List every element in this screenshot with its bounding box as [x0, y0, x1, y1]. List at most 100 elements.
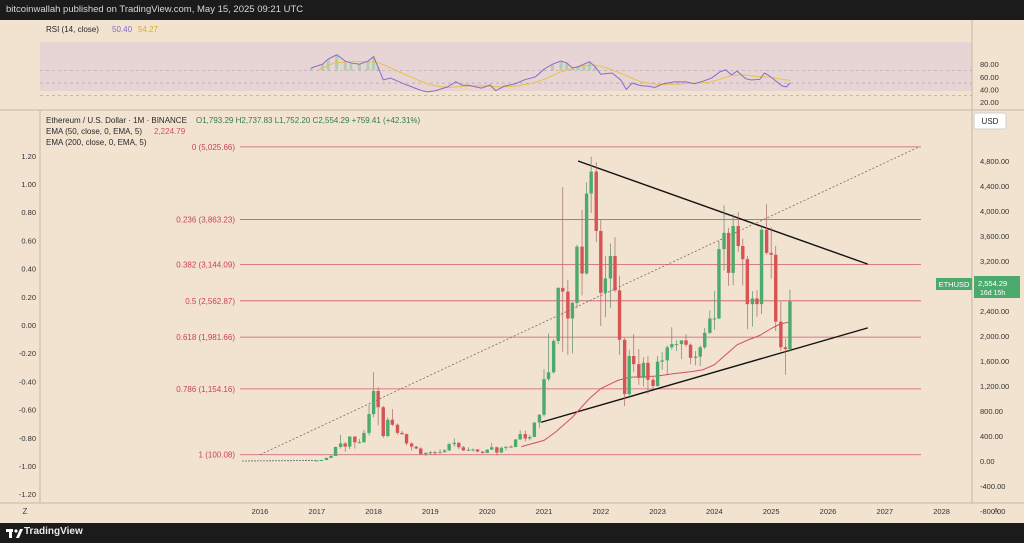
- candle-body-28: [447, 444, 451, 451]
- rsi-gridlines: [40, 70, 972, 96]
- candles: [315, 156, 792, 462]
- price-tick-11: 400.00: [980, 432, 1003, 441]
- publish-header: bitcoinwallah published on TradingView.c…: [0, 0, 1024, 20]
- price-tick-1: 4,400.00: [980, 182, 1009, 191]
- fib-label-3: 0.5 (2,562.87): [185, 297, 235, 306]
- candle-body-11: [367, 414, 371, 433]
- candle-body-13: [376, 391, 380, 408]
- candle-body-62: [608, 256, 613, 279]
- candle-body-80: [693, 356, 698, 358]
- left-tick-12: -1.20: [19, 490, 36, 499]
- candle-body-66: [627, 356, 631, 395]
- candle-body-99: [783, 347, 788, 350]
- corner-a[interactable]: A: [993, 507, 999, 516]
- symbol-legend[interactable]: Ethereum / U.S. Dollar · 1M · BINANCE: [46, 116, 187, 125]
- time-axis[interactable]: 2016 2017 2018 2019 2020 2021 2022 2023 2024 2025…: [252, 507, 950, 516]
- time-tick-5: 2021: [536, 507, 553, 516]
- candle-body-16: [390, 419, 395, 425]
- candle-body-82: [703, 332, 707, 348]
- candle-body-54: [570, 302, 575, 319]
- rsi-tick-2: 40.00: [980, 85, 999, 94]
- candle-body-23: [424, 452, 428, 455]
- candle-body-89: [736, 226, 740, 246]
- candle-body-49: [546, 372, 551, 380]
- price-tag-price: 2,554.29: [978, 279, 1007, 288]
- candle-body-42: [513, 439, 518, 447]
- time-tick-9: 2025: [763, 507, 780, 516]
- candle-body-29: [452, 442, 456, 445]
- candle-body-79: [688, 344, 693, 358]
- price-tick-3: 3,600.00: [980, 232, 1009, 241]
- left-tick-3: 0.60: [21, 236, 36, 245]
- candle-body-63: [613, 256, 617, 291]
- candle-body-91: [745, 259, 750, 305]
- rsi-tick-3: 20.00: [980, 98, 999, 107]
- candle-body-45: [528, 436, 532, 439]
- fib-label-0: 0 (5,025.66): [192, 143, 235, 152]
- candle-body-38: [495, 447, 499, 453]
- candle-body-37: [490, 447, 494, 450]
- candle-body-40: [504, 446, 508, 448]
- candle-body-86: [722, 232, 726, 250]
- candle-body-36: [485, 449, 489, 453]
- candle-body-24: [428, 452, 433, 454]
- rsi-legend-value: 50.40: [112, 25, 133, 34]
- candle-body-78: [684, 340, 688, 345]
- left-tick-5: 0.20: [21, 293, 36, 302]
- trendline-diagonal: [259, 146, 920, 456]
- candle-body-1: [319, 460, 324, 461]
- rsi-ma-legend-value: 54.27: [138, 25, 159, 34]
- time-tick-7: 2023: [649, 507, 666, 516]
- candle-body-6: [343, 443, 347, 447]
- publish-text: bitcoinwallah published on TradingView.c…: [6, 4, 304, 15]
- left-tick-1: 1.00: [21, 180, 36, 189]
- chart-svg[interactable]: 0 (5,025.66) 0.236 (3,863.23) 0.382 (3,144…: [0, 20, 1024, 523]
- rsi-tick-0: 80.00: [980, 60, 999, 69]
- candle-body-84: [712, 318, 717, 320]
- candle-body-35: [480, 451, 485, 453]
- candle-body-94: [759, 229, 764, 305]
- price-tag-box: [974, 276, 1020, 298]
- candle-body-10: [362, 432, 366, 443]
- left-tick-8: -0.40: [19, 377, 36, 386]
- candle-body-72: [655, 361, 660, 386]
- price-tick-0: 4,800.00: [980, 157, 1009, 166]
- candle-body-88: [731, 226, 735, 273]
- chart-frame[interactable]: 0 (5,025.66) 0.236 (3,863.23) 0.382 (3,144…: [0, 20, 1024, 523]
- left-tick-7: -0.20: [19, 349, 36, 358]
- price-axis[interactable]: 4,800.00 4,400.00 4,000.00 3,600.00 3,200.00…: [980, 157, 1009, 516]
- candle-body-22: [419, 448, 423, 455]
- fib-label-6: 1 (100.08): [199, 451, 236, 460]
- candle-body-47: [537, 414, 542, 423]
- trendlines: [259, 146, 920, 456]
- time-tick-12: 2028: [933, 507, 950, 516]
- candle-body-14: [381, 407, 385, 436]
- fib-label-1: 0.236 (3,863.23): [176, 216, 235, 225]
- price-tick-10: 800.00: [980, 407, 1003, 416]
- rsi-legend-name: RSI (14, close): [46, 25, 99, 34]
- fibonacci-levels: 0 (5,025.66) 0.236 (3,863.23) 0.382 (3,144…: [176, 143, 921, 460]
- candle-body-59: [594, 171, 598, 231]
- candle-body-67: [632, 356, 636, 365]
- time-tick-6: 2022: [592, 507, 609, 516]
- candle-body-32: [466, 449, 471, 451]
- pre-history-line: [241, 460, 317, 462]
- ohlc-legend: O1,793.29 H2,737.83 L1,752.20 C2,554.29 …: [196, 116, 421, 125]
- corner-z[interactable]: Z: [23, 507, 28, 516]
- candle-body-73: [660, 360, 664, 362]
- candle-body-98: [779, 321, 783, 348]
- candle-body-87: [726, 232, 731, 273]
- candle-body-83: [708, 318, 712, 333]
- price-tag-countdown: 16d 15h: [980, 290, 1005, 297]
- candle-body-50: [551, 341, 556, 373]
- candle-body-31: [461, 447, 466, 451]
- price-tag: ETHUSD 2,554.29 16d 15h: [936, 276, 1020, 298]
- candle-body-100: [788, 301, 792, 350]
- candle-body-95: [764, 229, 769, 253]
- candle-body-2: [324, 457, 329, 460]
- candle-body-69: [641, 362, 646, 378]
- time-tick-8: 2024: [706, 507, 723, 516]
- candle-body-26: [438, 452, 442, 454]
- candle-body-44: [523, 434, 527, 439]
- currency-button[interactable]: [973, 112, 1007, 130]
